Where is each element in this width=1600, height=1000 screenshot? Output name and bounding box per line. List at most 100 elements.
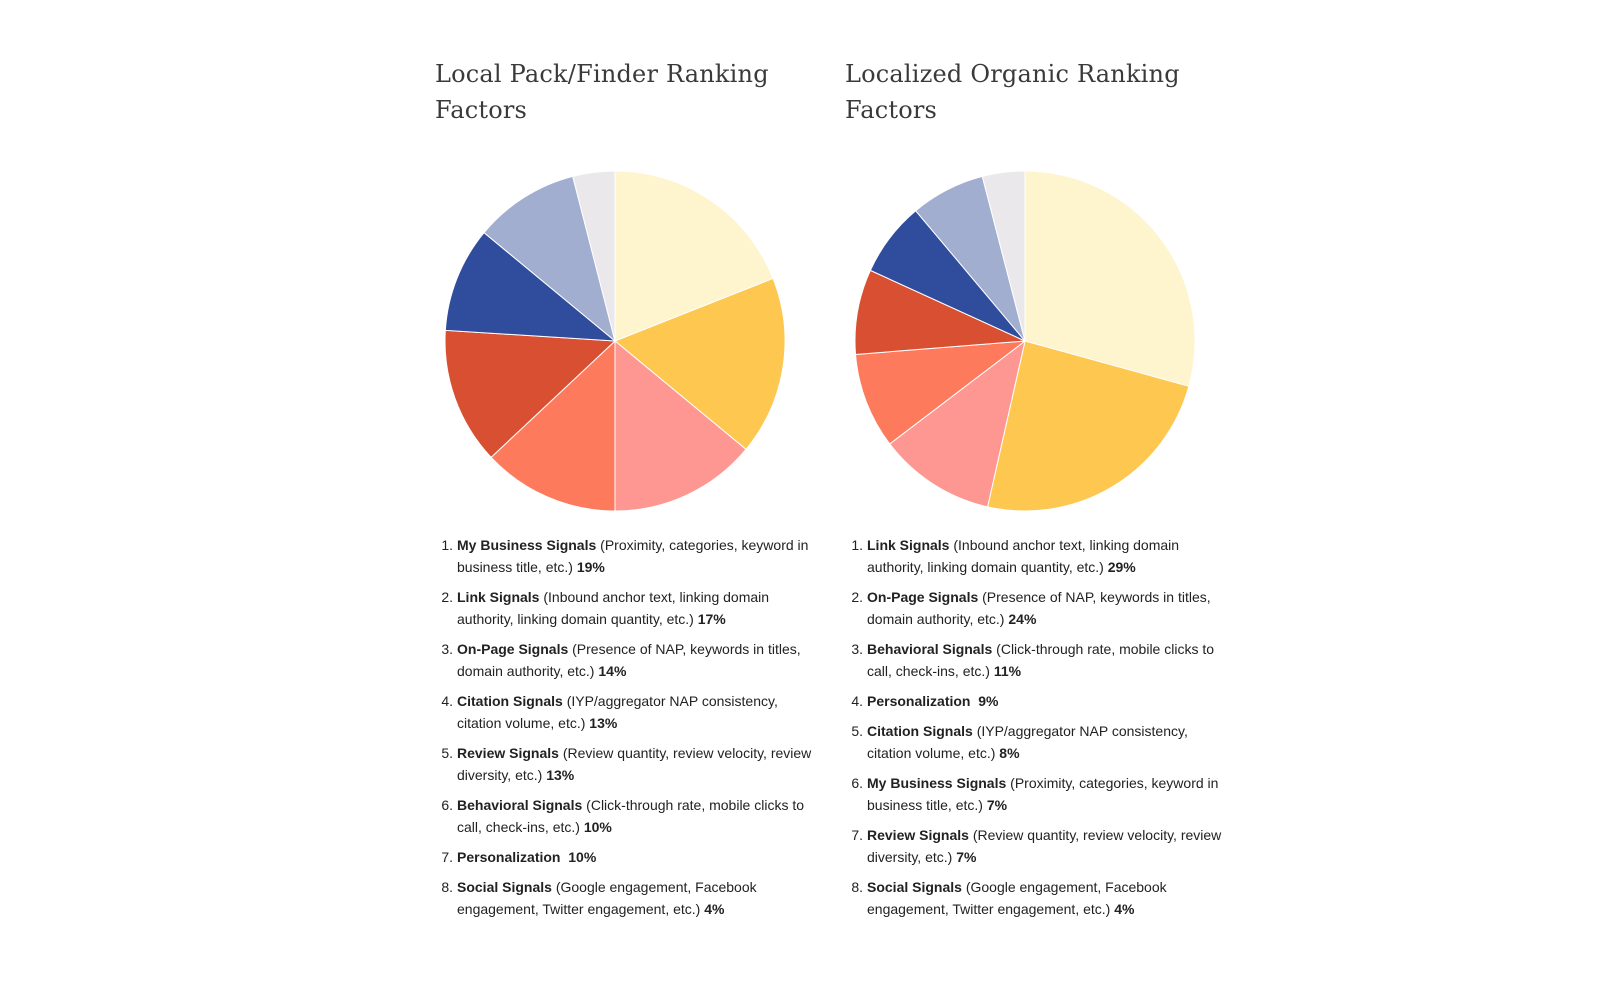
factor-rank: 3. [441, 641, 453, 657]
factor-rank: 5. [851, 723, 863, 739]
factor-name: Review Signals [457, 745, 559, 761]
pie-slice-link-signals [1024, 170, 1196, 387]
factor-text: Citation Signals (IYP/aggregator NAP con… [457, 690, 820, 734]
factor-description: (Inbound anchor text, linking domain aut… [457, 589, 770, 627]
factor-rank: 2. [441, 589, 453, 605]
factor-list-item: 7. Personalization 10% [435, 846, 820, 868]
factor-text: Review Signals (Review quantity, review … [867, 824, 1230, 868]
factor-value: 14% [598, 663, 627, 679]
factor-name: On-Page Signals [457, 641, 569, 657]
factor-text: Social Signals (Google engagement, Faceb… [457, 876, 820, 920]
pie-slice-citation-signals [490, 339, 616, 512]
factor-name: Personalization [867, 693, 971, 709]
factor-rank: 1. [851, 537, 863, 553]
factor-rank: 7. [851, 827, 863, 843]
factor-text: Review Signals (Review quantity, review … [457, 742, 820, 786]
factor-value: 8% [999, 745, 1020, 761]
factor-name: My Business Signals [457, 537, 597, 553]
factor-value: 4% [704, 901, 725, 917]
pie-slice-personalization [854, 340, 1027, 445]
factor-text: My Business Signals (Proximity, categori… [867, 772, 1230, 816]
pie-slice-personalization [483, 175, 616, 343]
chart-title: Local Pack/Finder Ranking Factors [435, 60, 769, 124]
factor-rank: 2. [851, 589, 863, 605]
local-pack-panel: Local Pack/Finder Ranking Factors 1. My B… [435, 56, 835, 917]
factor-value: 4% [1114, 901, 1135, 917]
factor-name: On-Page Signals [867, 589, 979, 605]
factor-rank: 1. [441, 537, 453, 553]
factor-list-item: 4. Citation Signals (IYP/aggregator NAP c… [435, 690, 820, 734]
factor-name: Social Signals [867, 879, 962, 895]
factor-value: 13% [546, 767, 575, 783]
factor-value: 24% [1008, 611, 1037, 627]
factor-description: (Review quantity, review velocity, revie… [457, 745, 812, 783]
factor-value: 7% [956, 849, 977, 865]
factor-description: (Review quantity, review velocity, revie… [867, 827, 1222, 865]
factor-list-item: 1. My Business Signals (Proximity, catego… [435, 534, 820, 578]
factor-name: Link Signals [457, 589, 540, 605]
factor-value: 19% [576, 559, 605, 575]
factor-text: Citation Signals (IYP/aggregator NAP con… [867, 720, 1230, 764]
pie-slice-social-signals [572, 170, 616, 342]
localized-organic-pie-chart [854, 170, 1196, 512]
pie-slice-social-signals [981, 170, 1026, 342]
factor-value: 11% [993, 663, 1022, 679]
factor-list-item: 8. Social Signals (Google engagement, Fac… [435, 876, 820, 920]
factor-text: Link Signals (Inbound anchor text, linki… [867, 534, 1230, 578]
factor-rank: 8. [851, 879, 863, 895]
factor-list-item: 1. Link Signals (Inbound anchor text, lin… [845, 534, 1230, 578]
factor-description: (Click-through rate, mobile clicks to ca… [867, 641, 1215, 679]
factor-rank: 5. [441, 745, 453, 761]
factor-description: (Presence of NAP, keywords in titles, do… [457, 641, 801, 679]
factor-name: Personalization [457, 849, 561, 865]
factor-name: Social Signals [457, 879, 552, 895]
factor-rank: 4. [851, 693, 863, 709]
pie-slice-behavioral-signals [889, 339, 1026, 508]
factor-list-item: 6. Behavioral Signals (Click-through rate… [435, 794, 820, 838]
factor-text: Behavioral Signals (Click-through rate, … [457, 794, 820, 838]
factor-text: Social Signals (Google engagement, Faceb… [867, 876, 1230, 920]
factor-text: My Business Signals (Proximity, categori… [457, 534, 820, 578]
factor-value: 10% [583, 819, 612, 835]
local-pack-pie-chart [444, 170, 786, 512]
factor-list-item: 5. Citation Signals (IYP/aggregator NAP c… [845, 720, 1230, 764]
factor-value: 13% [589, 715, 618, 731]
factor-description: (Proximity, categories, keyword in busin… [457, 537, 809, 575]
pie-slice-behavioral-signals [444, 231, 617, 342]
factor-rank: 6. [441, 797, 453, 813]
factor-text: On-Page Signals (Presence of NAP, keywor… [867, 586, 1230, 630]
factor-text: On-Page Signals (Presence of NAP, keywor… [457, 638, 820, 682]
factor-text: Link Signals (Inbound anchor text, linki… [457, 586, 820, 630]
factor-name: Behavioral Signals [867, 641, 993, 657]
pie-slice-link-signals [614, 277, 786, 451]
pie-slice-review-signals [444, 329, 617, 459]
factor-list-item: 2. Link Signals (Inbound anchor text, lin… [435, 586, 820, 630]
factor-description: (IYP/aggregator NAP consistency, citatio… [457, 693, 778, 731]
factor-list-item: 6. My Business Signals (Proximity, catego… [845, 772, 1230, 816]
factor-name: Review Signals [867, 827, 969, 843]
factor-list-item: 3. On-Page Signals (Presence of NAP, keyw… [435, 638, 820, 682]
factor-name: Citation Signals [457, 693, 563, 709]
pie-slice-on-page-signals [614, 339, 747, 512]
pie-slice-my-business-signals [614, 170, 774, 342]
factor-value: 10% [568, 849, 597, 865]
pie-slice-on-page-signals [986, 340, 1190, 512]
factor-name: Behavioral Signals [457, 797, 583, 813]
factor-description: (Google engagement, Facebook engagement,… [457, 879, 757, 917]
factor-rank: 7. [441, 849, 453, 865]
factor-value: 29% [1107, 559, 1136, 575]
factor-value: 9% [978, 693, 999, 709]
factor-description: (IYP/aggregator NAP consistency, citatio… [867, 723, 1188, 761]
factor-description: (Proximity, categories, keyword in busin… [867, 775, 1219, 813]
factor-rank: 3. [851, 641, 863, 657]
factor-text: Personalization 10% [457, 846, 820, 868]
factor-name: Citation Signals [867, 723, 973, 739]
factor-list-item: 7. Review Signals (Review quantity, revie… [845, 824, 1230, 868]
factor-rank: 6. [851, 775, 863, 791]
factor-list-item: 3. Behavioral Signals (Click-through rate… [845, 638, 1230, 682]
factor-description: (Inbound anchor text, linking domain aut… [867, 537, 1180, 575]
factor-list-item: 5. Review Signals (Review quantity, revie… [435, 742, 820, 786]
factor-description: (Presence of NAP, keywords in titles, do… [867, 589, 1211, 627]
factor-value: 7% [986, 797, 1008, 813]
factor-value: 17% [697, 611, 726, 627]
